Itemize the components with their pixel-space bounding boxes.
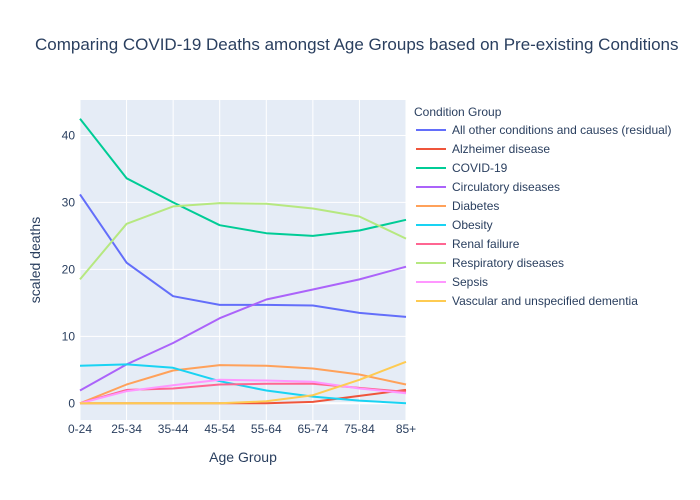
legend-item[interactable]: Circulatory diseases [416, 180, 560, 194]
legend-item[interactable]: Obesity [416, 218, 493, 232]
x-tick-label: 0-24 [68, 422, 92, 436]
legend-label: Circulatory diseases [452, 180, 560, 194]
x-tick-label: 45-54 [204, 422, 235, 436]
y-tick-label: 10 [62, 329, 76, 343]
legend-item[interactable]: Diabetes [416, 199, 499, 213]
legend[interactable]: Condition Group All other conditions and… [414, 105, 671, 308]
legend-label: Alzheimer disease [452, 142, 550, 156]
legend-label: COVID-19 [452, 161, 508, 175]
x-tick-label: 65-74 [298, 422, 329, 436]
legend-item[interactable]: Vascular and unspecified dementia [416, 294, 638, 308]
series-line[interactable] [79, 202, 407, 281]
chart-title: Comparing COVID-19 Deaths amongst Age Gr… [35, 35, 679, 54]
series-line[interactable] [79, 265, 407, 392]
legend-item[interactable]: Sepsis [416, 275, 488, 289]
legend-label: Diabetes [452, 199, 499, 213]
series-line[interactable] [79, 118, 407, 237]
legend-item[interactable]: All other conditions and causes (residua… [416, 123, 671, 137]
y-tick-label: 30 [62, 195, 76, 209]
y-axis-title: scaled deaths [27, 217, 43, 303]
y-tick-label: 40 [62, 128, 76, 142]
y-axis-ticks: 0 10 20 30 40 [62, 128, 76, 410]
legend-item[interactable]: Respiratory diseases [416, 256, 564, 270]
legend-label: Respiratory diseases [452, 256, 564, 270]
x-axis-ticks: 0-24 25-34 35-44 45-54 55-64 65-74 75-84 85+ [68, 422, 416, 436]
series-line[interactable] [79, 364, 407, 405]
legend-item[interactable]: Alzheimer disease [416, 142, 550, 156]
plot-area [80, 100, 406, 420]
x-tick-label: 75-84 [344, 422, 375, 436]
x-tick-label: 35-44 [158, 422, 189, 436]
legend-label: Vascular and unspecified dementia [452, 294, 638, 308]
legend-item[interactable]: Renal failure [416, 237, 520, 251]
legend-label: All other conditions and causes (residua… [452, 123, 671, 137]
y-tick-label: 0 [68, 396, 75, 410]
x-axis-title: Age Group [209, 449, 277, 465]
series-line[interactable] [79, 363, 407, 405]
x-tick-label: 25-34 [111, 422, 142, 436]
legend-title: Condition Group [414, 105, 502, 119]
x-tick-label: 85+ [396, 422, 416, 436]
series-line[interactable] [79, 378, 407, 405]
series-line[interactable] [80, 360, 407, 405]
series-lines [79, 118, 407, 405]
series-line[interactable] [79, 193, 407, 318]
y-tick-label: 20 [62, 262, 76, 276]
legend-item[interactable]: COVID-19 [416, 161, 508, 175]
legend-label: Renal failure [452, 237, 520, 251]
x-tick-label: 55-64 [251, 422, 282, 436]
legend-label: Obesity [452, 218, 493, 232]
legend-label: Sepsis [452, 275, 488, 289]
